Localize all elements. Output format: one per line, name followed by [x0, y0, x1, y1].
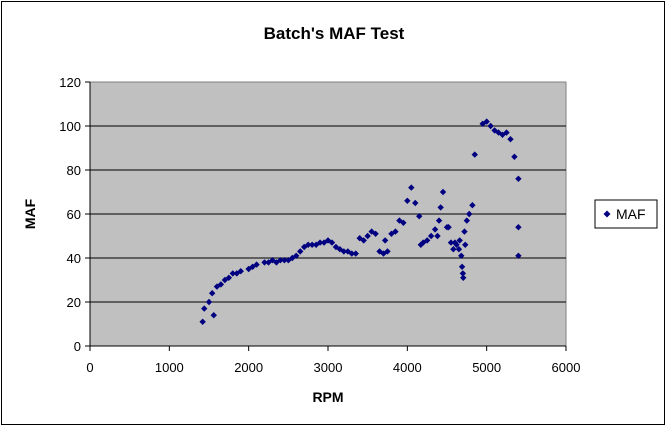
data-point [427, 232, 435, 240]
data-point [445, 224, 452, 231]
data-point [328, 239, 336, 246]
data-point [456, 237, 463, 244]
y-tick-label: 80 [67, 163, 81, 178]
data-point [360, 237, 367, 244]
data-point [431, 226, 439, 233]
y-tick-label: 120 [59, 75, 81, 90]
y-tick-label: 40 [67, 251, 81, 266]
data-point [408, 184, 415, 191]
y-tick-label: 0 [74, 339, 81, 354]
data-point [199, 318, 206, 325]
x-tick-label: 5000 [472, 360, 501, 375]
legend-box [594, 199, 658, 229]
data-point [225, 274, 233, 281]
legend-marker-diamond-icon [603, 210, 611, 218]
y-tick-label: 60 [67, 207, 81, 222]
data-point [261, 259, 268, 266]
data-point [463, 217, 471, 224]
y-tick-label: 100 [59, 119, 81, 134]
y-axis-ticks: 0 20 40 60 80 100 120 [59, 75, 90, 354]
x-tick-label: 0 [86, 360, 93, 375]
data-point [458, 263, 466, 270]
data-point [348, 250, 355, 257]
data-point [511, 153, 518, 160]
data-point [381, 237, 389, 244]
data-point [460, 274, 467, 281]
data-point [503, 129, 510, 136]
y-tick-label: 20 [67, 295, 81, 310]
data-point [208, 290, 216, 297]
data-point [434, 232, 441, 240]
data-point [332, 243, 340, 251]
legend: MAF [594, 199, 658, 229]
data-point [437, 204, 444, 211]
data-point [461, 228, 468, 235]
data-point [515, 224, 522, 231]
data-point [221, 276, 229, 284]
data-point [450, 246, 457, 253]
data-point [293, 252, 300, 259]
data-point [483, 118, 490, 125]
data-point [404, 197, 411, 204]
data-point [471, 151, 478, 158]
data-point [297, 248, 304, 255]
data-point [237, 268, 244, 275]
data-point [277, 257, 284, 264]
data-point [412, 199, 419, 207]
x-tick-label: 1000 [155, 360, 184, 375]
data-point [459, 270, 467, 277]
x-tick-label: 3000 [314, 360, 343, 375]
data-point [453, 241, 460, 248]
data-point [507, 136, 514, 143]
data-point [217, 281, 225, 288]
data-point [364, 232, 371, 240]
data-point [210, 312, 217, 319]
x-axis-label: RPM [312, 389, 343, 405]
data-point [229, 270, 236, 277]
data-point [400, 219, 407, 226]
data-point [469, 202, 476, 209]
data-point [205, 298, 213, 306]
x-tick-label: 6000 [552, 360, 581, 375]
data-point [340, 248, 348, 255]
data-point [515, 252, 522, 259]
gridlines [90, 125, 566, 303]
data-point [462, 241, 469, 248]
data-point [439, 188, 447, 196]
data-point [289, 254, 296, 262]
data-point [253, 261, 260, 268]
x-tick-label: 2000 [234, 360, 263, 375]
data-point [455, 246, 463, 253]
data-point [515, 175, 522, 182]
x-tick-label: 4000 [393, 360, 422, 375]
data-point [352, 250, 359, 257]
data-point [435, 217, 443, 224]
data-point [447, 239, 455, 246]
x-axis-ticks: 0 1000 2000 3000 4000 5000 6000 [86, 346, 580, 375]
data-point [416, 213, 423, 220]
y-axis-label: MAF [22, 198, 38, 229]
data-point [201, 305, 208, 312]
data-point [458, 252, 465, 259]
data-point [466, 210, 473, 218]
data-point [392, 228, 399, 235]
data-point [281, 257, 288, 264]
legend-entry-maf: MAF [616, 206, 646, 222]
data-point [423, 237, 431, 244]
data-point [316, 239, 324, 246]
data-point [308, 241, 316, 248]
data-point [487, 122, 494, 130]
chart-title: Batch's MAF Test [264, 24, 405, 43]
data-points [199, 118, 522, 325]
data-point [384, 248, 391, 255]
data-point [372, 230, 379, 237]
data-point [304, 241, 312, 248]
